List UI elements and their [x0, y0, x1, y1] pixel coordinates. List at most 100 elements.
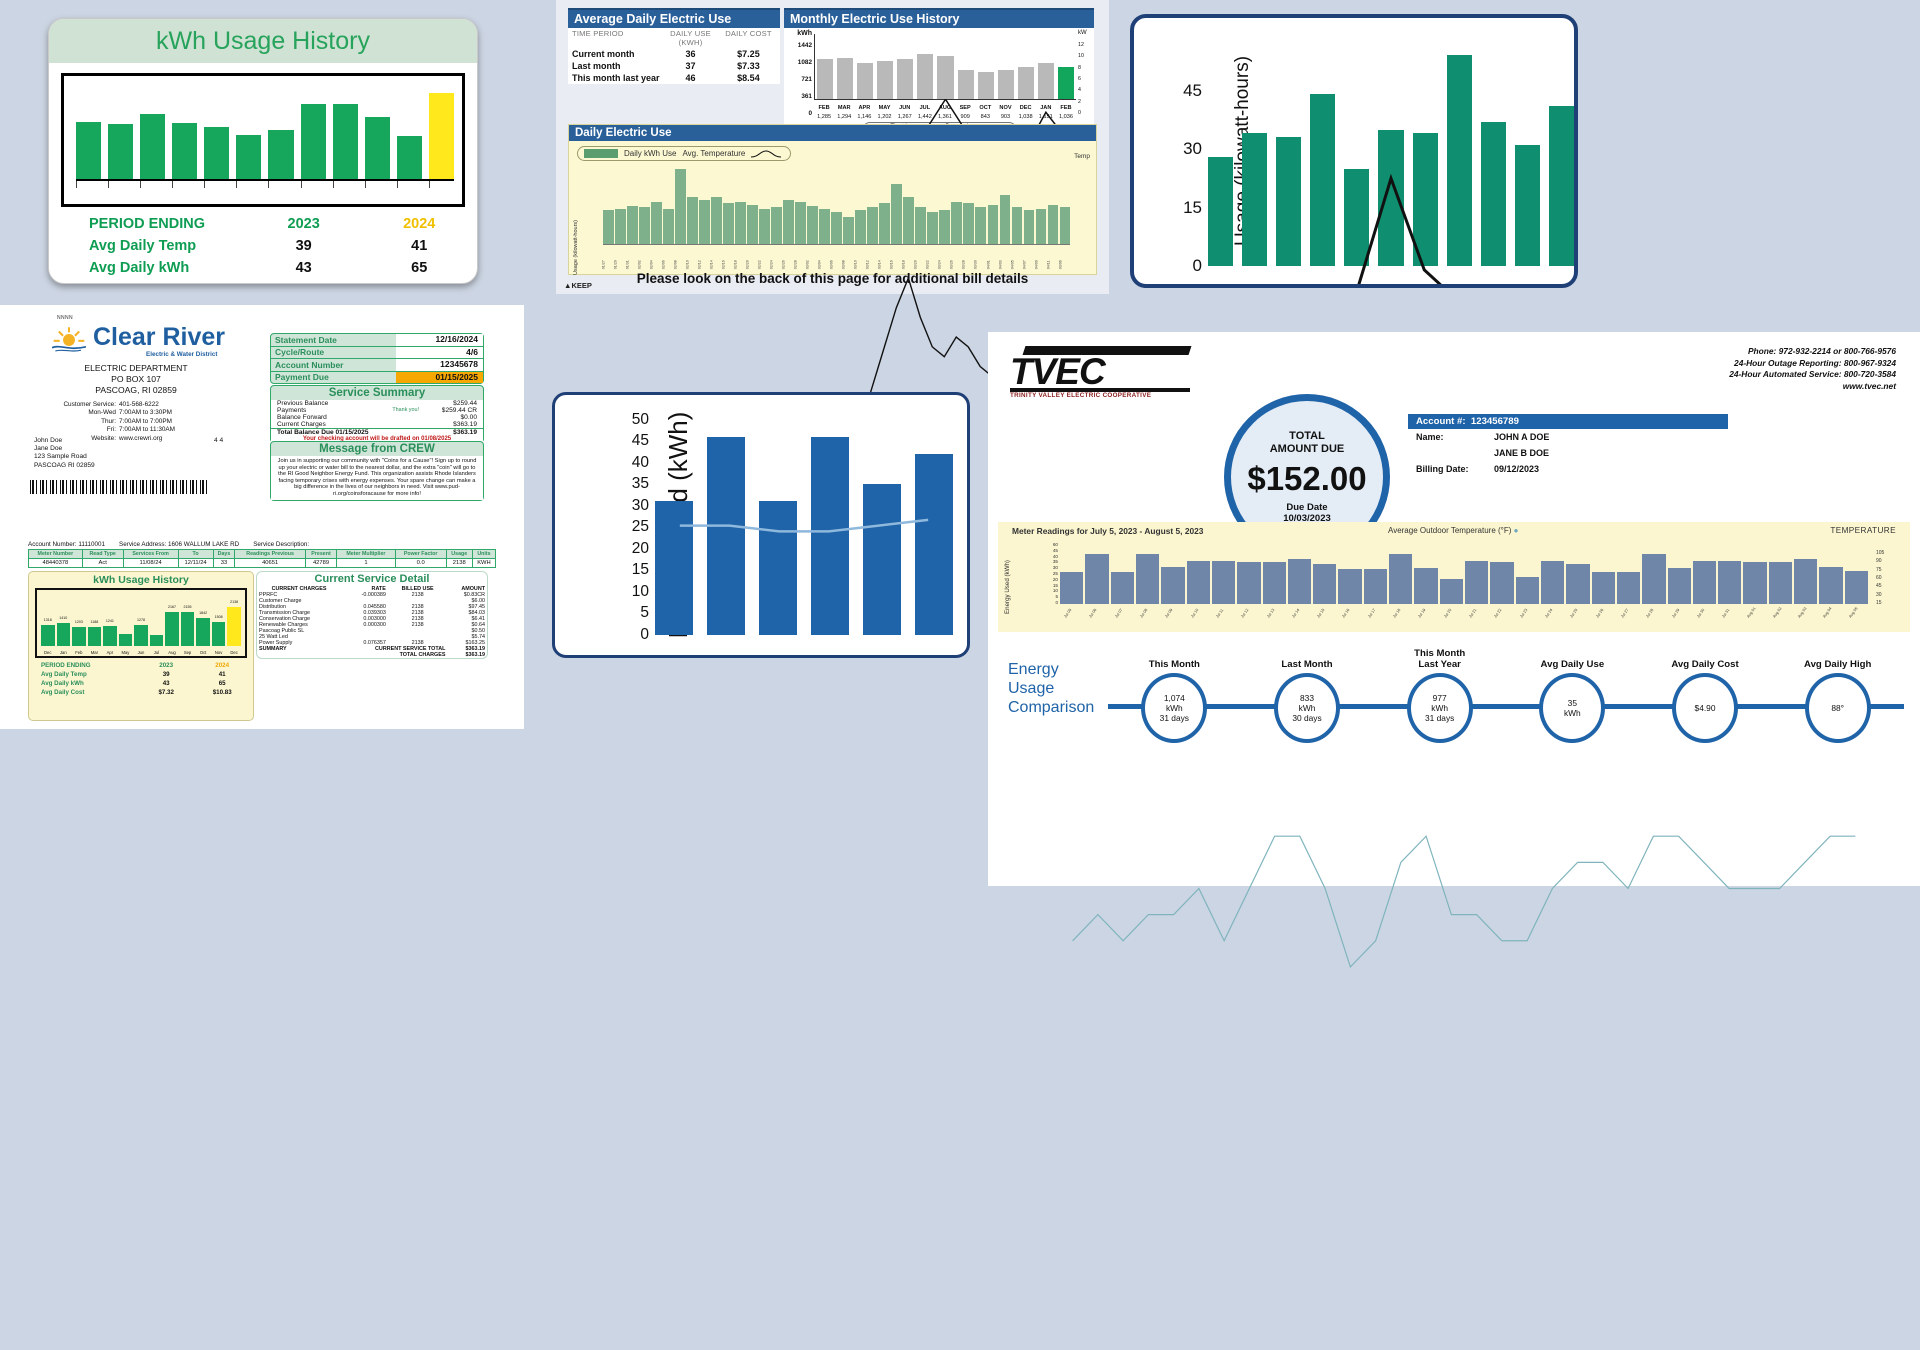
summary-key: Balance Forward [277, 414, 327, 421]
statement-value: 12345678 [396, 359, 483, 371]
bar [1515, 576, 1539, 604]
tvec-logo-bar-bottom [1010, 388, 1190, 392]
panel1-ticks [76, 181, 454, 188]
bar [987, 205, 999, 245]
meh-y-axis: kWh 1442 1082 721 361 0 [787, 30, 813, 117]
bar-value: 1203 [74, 619, 83, 624]
cs-row: Customer Service: 401-568-6222 [30, 401, 240, 409]
row-2024: $10.83 [212, 689, 232, 696]
csd-summary-value: $363.19 [465, 652, 486, 658]
mr-yr-tick: 15 [1876, 600, 1882, 606]
y-tick: 0 [640, 626, 649, 643]
bar-value: 1508 [214, 615, 223, 620]
bar [937, 56, 954, 99]
meh-yr-tick: 10 [1078, 53, 1084, 60]
csd-summary-row: TOTAL CHARGES $363.19 [257, 652, 487, 658]
month-label: Dec [230, 650, 238, 655]
meh-yr-tick: 4 [1078, 87, 1081, 94]
tvec-logo-text: TVEC [1010, 351, 1106, 392]
barcode [30, 480, 210, 494]
meter-cell: Act [81, 558, 124, 568]
csd-charge: Pascoag Public SL [259, 628, 305, 634]
meter-reading-table: Meter Number Read Type Services From To Days… [28, 549, 497, 568]
meh-y-axis-right: kW 12 10 8 6 4 2 0 [1077, 30, 1091, 116]
bar [819, 208, 830, 245]
table-row: Avg Daily Temp 39 41 [49, 235, 477, 257]
message-body: Join us in supporting our community with… [271, 456, 483, 500]
month-label: May [121, 650, 130, 655]
bar [837, 58, 854, 99]
tvec-meter-readings-chart: Meter Readings for July 5, 2023 - August… [998, 522, 1910, 632]
csd-amount: $163.25 [465, 640, 486, 646]
bar [1490, 561, 1514, 604]
month-value: 1,038 [1018, 114, 1033, 120]
bar [172, 123, 198, 180]
adu-header-row: TIME PERIOD DAILY USE (KWH) DAILY COST [568, 28, 780, 48]
message-title: Message from CREW [319, 443, 435, 455]
meter-cell: 48440378 [28, 558, 83, 568]
amount-due-label: TOTAL AMOUNT DUE [1269, 430, 1345, 455]
deu-baseline [603, 244, 1070, 245]
comparison-line: 977 [1432, 693, 1447, 703]
csd-amount: $84.03 [468, 610, 486, 616]
comparison-line: 31 days [1425, 713, 1455, 723]
bar [1414, 568, 1438, 604]
comparison-bubble: 35 kWh [1539, 673, 1606, 743]
bar-value: 1842 [199, 610, 208, 615]
bar: 1318 [41, 618, 55, 646]
adu-cost: $7.25 [737, 49, 760, 59]
mr-date-labels: Jul 05 Jul 06 Jul 07 Jul 08 Jul 09 Jul 10 Jul … [1060, 606, 1868, 619]
csd-table: CURRENT CHARGES RATE BILLED USE AMOUNT PPRF… [257, 586, 487, 658]
mr-y-right-ticks: 105 90 75 60 45 30 15 [1876, 550, 1898, 606]
row-2023: 43 [162, 680, 170, 687]
meter-cell: 40651 [234, 558, 306, 568]
bar: 2138 [227, 600, 241, 646]
deu-title: Daily Electric Use [569, 125, 1096, 141]
bar: 2155 [180, 605, 195, 646]
csd-rate: 0.003000 [363, 616, 386, 622]
csd-charge: Power Supply [259, 640, 293, 646]
meh-y-tick: 721 [801, 76, 812, 83]
comparison-title: This Month Last Year [1414, 648, 1466, 670]
month-label: Dec [44, 650, 52, 655]
adu-period: Current month [572, 49, 635, 59]
tick [364, 181, 390, 188]
bar-value: 1278 [136, 618, 145, 623]
month-value: 1,285 [817, 114, 832, 120]
tick [140, 181, 165, 188]
summary-value: $0.00 [460, 414, 477, 421]
bar [1540, 560, 1565, 604]
y-tick: 45 [631, 432, 649, 450]
bar [364, 117, 390, 180]
csd-amount: $0.64 [471, 622, 486, 628]
bar [118, 634, 133, 646]
col-2023: 2023 [287, 216, 320, 232]
clear-river-bill: NNNN Clear River Electric & Water Distri… [0, 305, 524, 729]
tvec-bill: TVEC TRINITY VALLEY ELECTRIC COOPERATIVE… [988, 332, 1920, 886]
csd-use: 2138 [411, 640, 424, 646]
csd-title: Current Service Detail [314, 573, 430, 585]
col-period: PERIOD ENDING [41, 662, 91, 669]
tick [428, 181, 454, 188]
deu-date-labels: 01/27 01/29 01/31 02/02 02/04 02/06 02/08 02/10… [601, 257, 1070, 271]
month-value: 1,294 [837, 114, 852, 120]
month-label: Nov [214, 650, 223, 655]
csd-use: 2138 [411, 622, 424, 628]
bar [108, 124, 134, 180]
comparison-line: 31 days [1159, 713, 1189, 723]
bar [903, 196, 914, 245]
comparison-line: 88° [1831, 703, 1845, 713]
month-label: Mar [90, 650, 98, 655]
meh-month-labels: FEB MAR APR MAY JUN JUL AUG SEP OCT NOV DEC JAN FEB [814, 105, 1076, 111]
statement-key: Account Number [275, 359, 344, 370]
comparison-title: Avg Daily High [1804, 659, 1872, 670]
bar [1017, 66, 1034, 99]
panel5-line [655, 411, 953, 658]
comparison-title: Avg Daily Use [1540, 659, 1605, 670]
account-key: Billing Date: [1416, 464, 1469, 474]
csd-rate: 0.000300 [363, 622, 386, 628]
page-marker: 4 4 [214, 437, 224, 444]
summary-value: $259.44 CR [441, 407, 477, 414]
bar [639, 206, 650, 245]
month-label: FEB [818, 105, 830, 111]
